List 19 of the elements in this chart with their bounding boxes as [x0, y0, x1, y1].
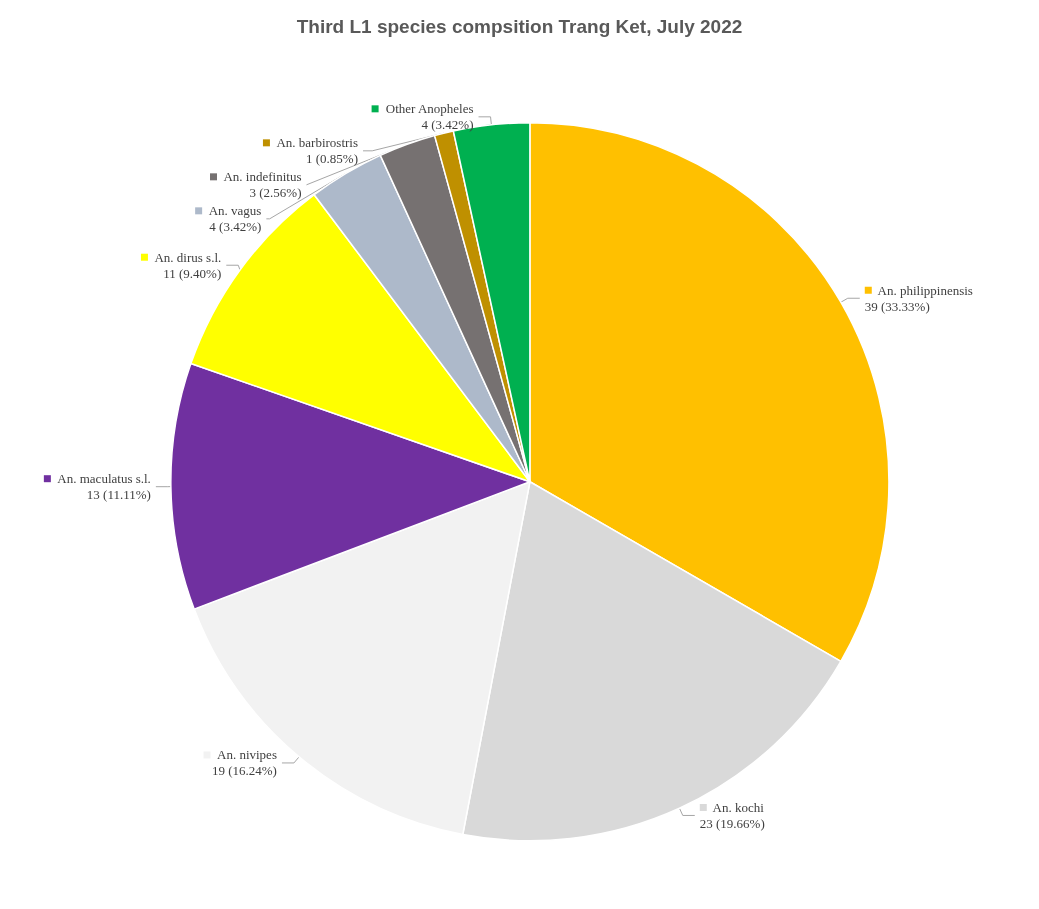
data-label: 11 (9.40%): [163, 265, 222, 281]
data-label: 4 (3.42%): [209, 219, 262, 235]
data-label: 13 (11.11%): [86, 487, 151, 503]
legend-label: Other Anopheles: [379, 101, 474, 117]
legend-label: An. vagus: [202, 203, 262, 219]
legend-label: An. dirus s.l.: [148, 249, 222, 265]
data-label: 19 (16.24%): [211, 763, 277, 779]
legend-label: An. kochi: [706, 799, 765, 815]
data-label: 3 (2.56%): [249, 185, 302, 201]
legend-label: An. philippinensis: [871, 282, 973, 298]
data-label: 39 (33.33%): [864, 298, 930, 314]
legend-label: An. nivipes: [211, 747, 277, 763]
legend-label: An. indefinitus: [217, 169, 302, 185]
data-label: 1 (0.85%): [306, 151, 359, 167]
legend-label: An. barbirostris: [270, 135, 359, 151]
chart-title: Third L1 species compsition Trang Ket, July 2022: [296, 16, 743, 37]
data-label: 23 (19.66%): [699, 815, 765, 831]
legend-label: An. maculatus s.l.: [51, 471, 151, 487]
data-label: 4 (3.42%): [421, 117, 474, 133]
